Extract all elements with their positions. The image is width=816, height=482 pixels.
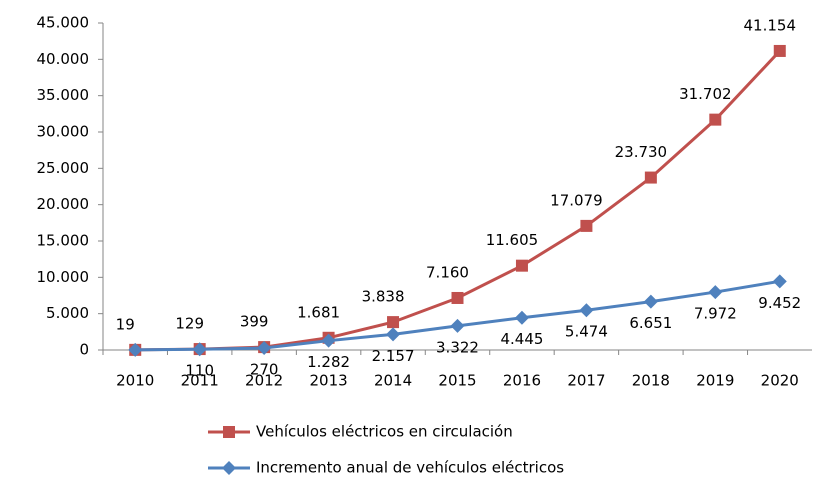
data-point xyxy=(387,316,400,329)
data-point xyxy=(514,310,529,325)
data-label: 11.605 xyxy=(486,231,539,249)
y-tick-label: 40.000 xyxy=(37,50,90,68)
x-tick-label: 2016 xyxy=(503,372,541,390)
x-tick-label: 2013 xyxy=(309,372,347,390)
x-tick-label: 2018 xyxy=(632,372,670,390)
x-tick-label: 2014 xyxy=(374,372,412,390)
data-point xyxy=(708,285,723,300)
y-tick-label: 5.000 xyxy=(46,304,89,322)
y-tick-label: 0 xyxy=(79,341,89,359)
data-label: 4.445 xyxy=(500,330,543,348)
data-label: 31.702 xyxy=(679,85,732,103)
data-label: 2.157 xyxy=(372,347,415,365)
y-tick-label: 10.000 xyxy=(37,268,90,286)
x-tick-label: 2015 xyxy=(438,372,476,390)
data-label: 9.452 xyxy=(758,294,801,312)
y-tick-label: 15.000 xyxy=(37,232,90,250)
data-label: 3.838 xyxy=(362,288,405,306)
data-point xyxy=(579,303,594,318)
data-label: 41.154 xyxy=(744,16,797,34)
data-label: 17.079 xyxy=(550,191,603,209)
data-label: 6.651 xyxy=(629,314,672,332)
x-tick-label: 2017 xyxy=(567,372,605,390)
y-tick-label: 20.000 xyxy=(37,195,90,213)
x-tick-label: 2012 xyxy=(245,372,283,390)
legend-label: Vehículos eléctricos en circulación xyxy=(256,423,513,441)
x-tick-label: 2019 xyxy=(696,372,734,390)
x-tick-label: 2020 xyxy=(761,372,799,390)
y-tick-label: 45.000 xyxy=(37,14,90,32)
data-point xyxy=(321,333,336,348)
data-label: 110 xyxy=(185,362,214,380)
data-label: 1.681 xyxy=(297,303,340,321)
data-label: 3.322 xyxy=(436,338,479,356)
data-point xyxy=(450,318,465,333)
data-label: 23.730 xyxy=(615,143,668,161)
data-label: 270 xyxy=(250,361,279,379)
x-tick-label: 2010 xyxy=(116,372,154,390)
data-label: 7.160 xyxy=(426,263,469,281)
data-label: 129 xyxy=(175,315,204,333)
data-point xyxy=(128,342,143,357)
y-tick-label: 30.000 xyxy=(37,123,90,141)
data-label: 5.474 xyxy=(565,323,608,341)
data-point xyxy=(515,259,528,272)
data-point xyxy=(643,294,658,309)
data-point xyxy=(580,219,593,232)
data-point xyxy=(386,327,401,342)
data-point xyxy=(192,342,207,357)
x-tick-label: 2011 xyxy=(181,372,219,390)
data-point xyxy=(451,291,464,304)
data-label: 399 xyxy=(240,313,269,331)
data-point xyxy=(772,274,787,289)
legend-marker xyxy=(222,461,236,475)
legend-marker xyxy=(223,426,235,438)
data-point xyxy=(257,341,272,356)
data-label: 7.972 xyxy=(694,305,737,323)
legend-label: Incremento anual de vehículos eléctricos xyxy=(256,459,564,477)
data-point xyxy=(644,171,657,184)
data-label: 19 xyxy=(116,315,135,333)
data-point xyxy=(773,44,786,57)
y-tick-label: 25.000 xyxy=(37,159,90,177)
y-tick-label: 35.000 xyxy=(37,86,90,104)
data-point xyxy=(709,113,722,126)
data-label: 1.282 xyxy=(307,353,350,371)
